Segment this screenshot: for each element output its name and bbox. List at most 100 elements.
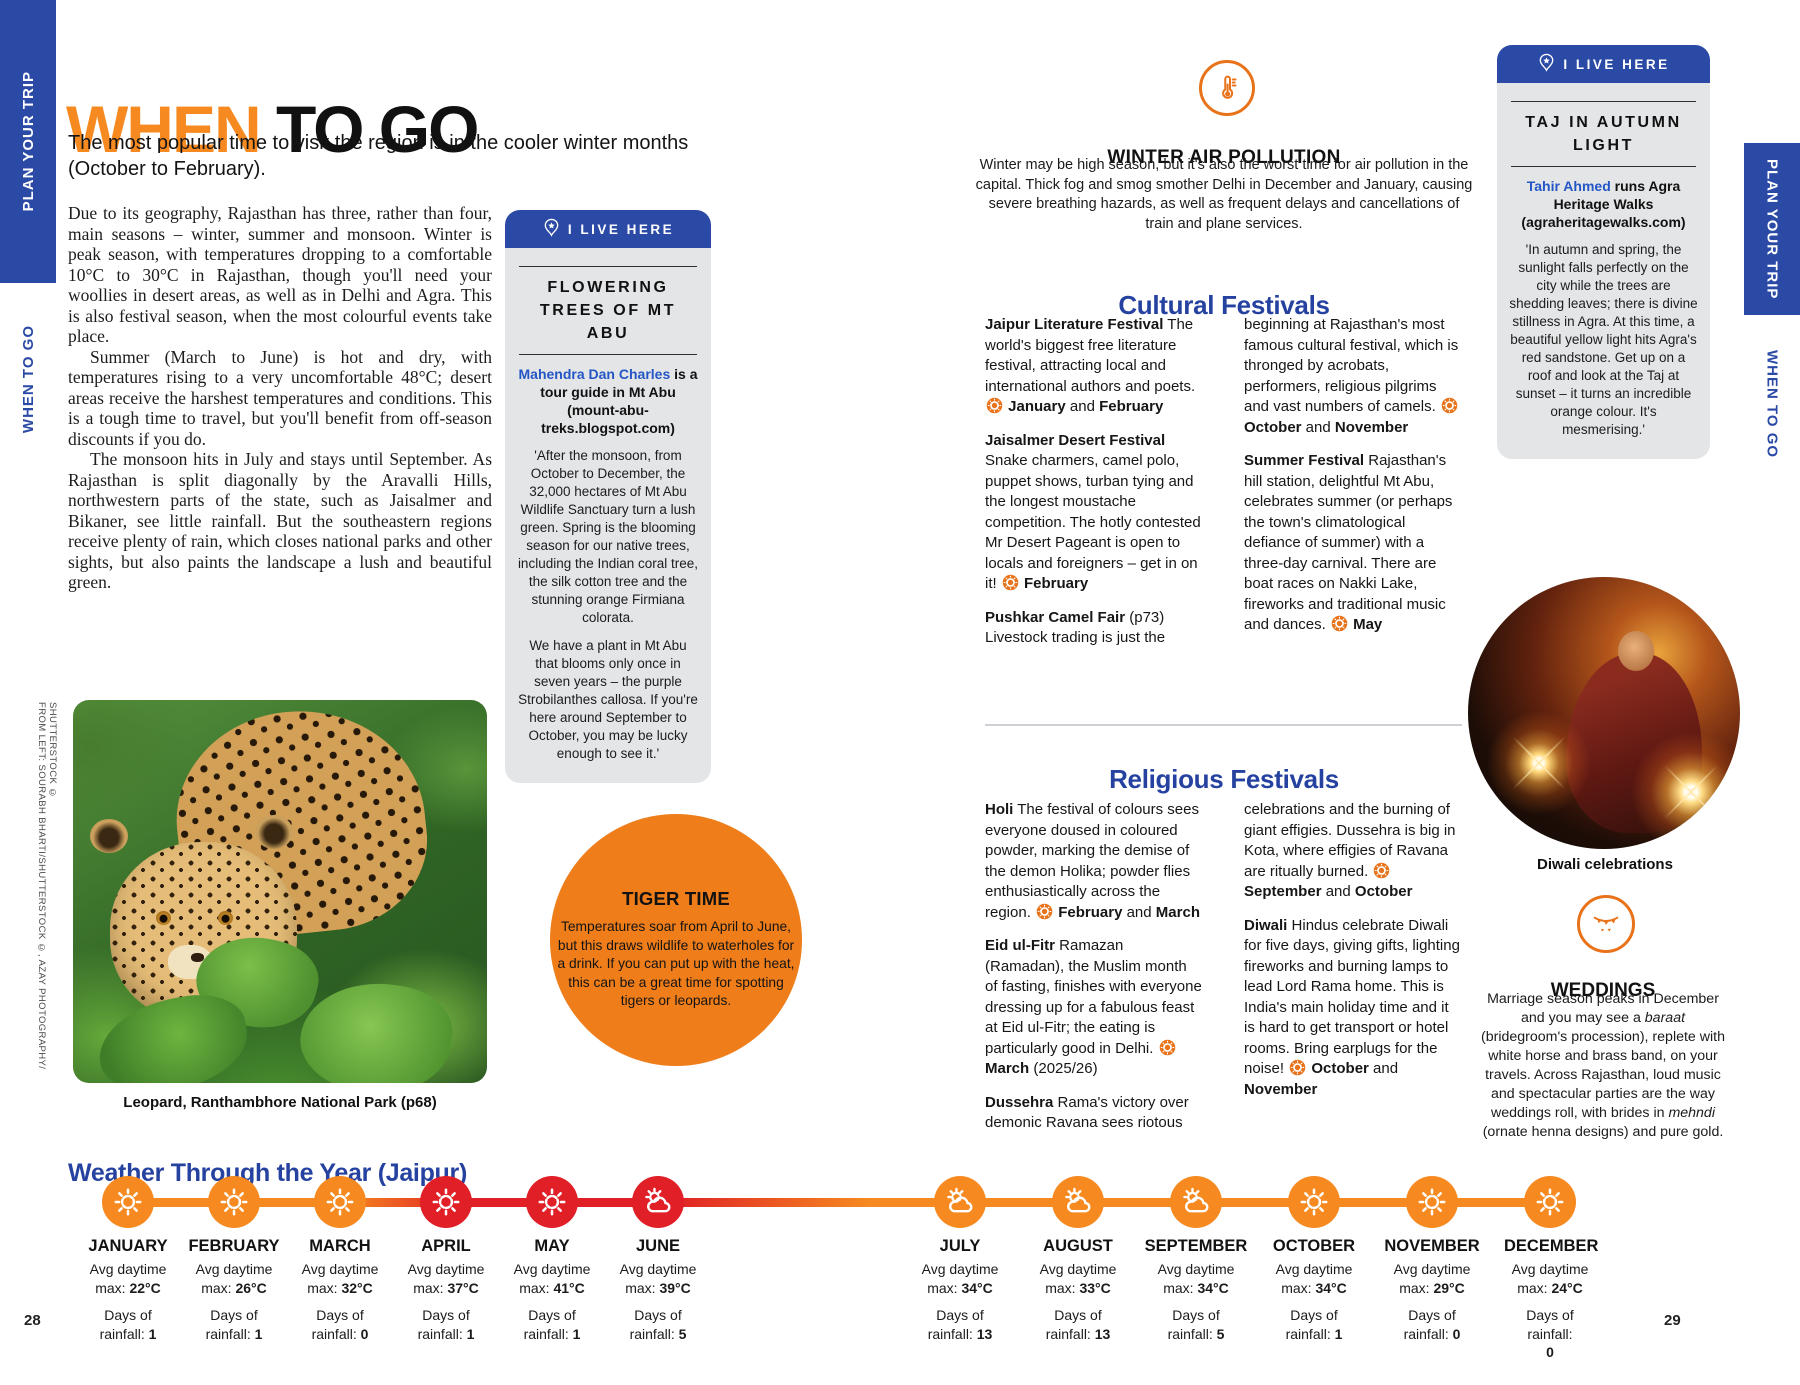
diwali-photo [1468, 577, 1740, 849]
weather-sun-cloud-icon [1052, 1176, 1104, 1228]
month-label: APRIL [421, 1237, 471, 1255]
diwali-art-face [1617, 631, 1654, 672]
month-max-temp: Avg daytime max: 34°C [1157, 1261, 1235, 1296]
month-label: AUGUST [1043, 1237, 1113, 1255]
month-label: JANUARY [88, 1237, 168, 1255]
sidebar-title: FLOWERING TREES OF MT ABU [539, 279, 677, 342]
sidebar-quote: We have a plant in Mt Abu that blooms on… [518, 638, 698, 761]
weather-sun-icon [1288, 1176, 1340, 1228]
weather-month: DECEMBER Avg daytime max: 24°C Days of rainf… [1504, 1176, 1599, 1362]
left-rail-section-label: PLAN YOUR TRIP [19, 71, 37, 212]
i-live-here-box-taj: I LIVE HERE TAJ IN AUTUMN LIGHT Tahir Ah… [1497, 45, 1710, 459]
thermometer-icon [1199, 60, 1255, 116]
page-title-accent: WHEN [66, 92, 262, 167]
month-label: DECEMBER [1504, 1237, 1599, 1255]
tiger-time-title: TIGER TIME [622, 888, 730, 909]
month-max-temp: Avg daytime max: 29°C [1393, 1261, 1471, 1296]
leopard-art-eye [155, 910, 171, 925]
month-max-temp: Avg daytime max: 22°C [89, 1261, 167, 1296]
weather-month: APRIL Avg daytime max: 37°C Days of rainfall… [386, 1176, 506, 1343]
month-label: NOVEMBER [1384, 1237, 1480, 1255]
month-max-temp: Avg daytime max: 32°C [301, 1261, 379, 1296]
festival-paragraph: Summer Festival Rajasthan's hill station… [1244, 452, 1453, 633]
section-divider [985, 724, 1462, 726]
festival-paragraph: Holi The festival of colours sees everyo… [985, 801, 1200, 921]
month-rainfall: Days of rainfall: 1 [523, 1307, 581, 1342]
weather-sun-icon [1406, 1176, 1458, 1228]
foliage-art [293, 973, 458, 1083]
weather-month: AUGUST Avg daytime max: 33°C Days of rainfal… [1018, 1176, 1138, 1343]
right-rail-section-tab: PLAN YOUR TRIP [1744, 143, 1800, 315]
cultural-festivals-heading: Cultural Festivals [1118, 289, 1330, 320]
festival-paragraph: Jaisalmer Desert Festival Snake charmers… [985, 431, 1201, 593]
festival-paragraph: Eid ul-Fitr Ramazan (Ramadan), the Musli… [985, 937, 1202, 1077]
weather-sun-cloud-icon [934, 1176, 986, 1228]
festival-column: Holi The festival of colours sees everyo… [985, 800, 1203, 1147]
sidebar-quote: 'In autumn and spring, the sunlight fall… [1509, 242, 1698, 437]
standfirst: The most popular time to visit the regio… [68, 132, 689, 180]
month-max-temp: Avg daytime max: 33°C [1039, 1261, 1117, 1296]
festival-sun-icon [1373, 862, 1390, 879]
festival-column: celebrations and the burning of giant ef… [1244, 800, 1462, 1147]
month-rainfall: Days of rainfall: 1 [99, 1307, 157, 1342]
divider [519, 266, 697, 267]
weather-month: FEBRUARY Avg daytime max: 26°C Days of rainf… [174, 1176, 294, 1343]
i-live-here-body: FLOWERING TREES OF MT ABU Mahendra Dan C… [505, 248, 711, 783]
month-rainfall: Days of rainfall: 1 [205, 1307, 263, 1342]
month-rainfall: Days of rainfall: 1 [1285, 1307, 1343, 1342]
sidebar-byline: Mahendra Dan Charles is a tour guide in … [518, 366, 698, 436]
page-number-right: 29 [1664, 1312, 1681, 1329]
i-live-here-box-mt-abu: I LIVE HERE FLOWERING TREES OF MT ABU Ma… [505, 210, 711, 783]
leopard-art-ear [255, 814, 294, 849]
weather-month: OCTOBER Avg daytime max: 34°C Days of rainfa… [1254, 1176, 1374, 1343]
page-number-left: 28 [24, 1312, 41, 1329]
month-max-temp: Avg daytime max: 37°C [407, 1261, 485, 1296]
month-label: SEPTEMBER [1144, 1237, 1248, 1255]
i-live-here-badge: I LIVE HERE [1497, 45, 1710, 83]
festival-column: beginning at Rajasthan's most famous cul… [1244, 315, 1462, 662]
weather-sun-icon [102, 1176, 154, 1228]
month-max-temp: Avg daytime max: 34°C [921, 1261, 999, 1296]
divider [519, 354, 697, 355]
weather-sun-icon [526, 1176, 578, 1228]
right-rail-chapter-tab: WHEN TO GO [1744, 325, 1800, 483]
sparkler-art [1484, 707, 1595, 818]
weather-month: MAY Avg daytime max: 41°C Days of rainfall: … [492, 1176, 612, 1343]
festival-sun-icon [1441, 397, 1458, 414]
cultural-festivals-columns: Jaipur Literature Festival The world's b… [985, 315, 1463, 662]
weather-month: MARCH Avg daytime max: 32°C Days of rainfall… [280, 1176, 400, 1343]
religious-festivals-heading: Religious Festivals [1109, 763, 1339, 794]
weddings-title: WEDDINGS [1550, 980, 1656, 1001]
month-label: JUNE [635, 1237, 680, 1255]
divider [1511, 166, 1696, 167]
month-label: FEBRUARY [188, 1237, 280, 1255]
intro-paragraph: Due to its geography, Rajasthan has thre… [68, 203, 492, 346]
pin-star-icon [542, 218, 561, 240]
page-title-rest: TO GO [259, 92, 479, 167]
festival-paragraph: beginning at Rajasthan's most famous cul… [1244, 316, 1459, 436]
festival-sun-icon [1331, 615, 1348, 632]
leopard-photo [73, 700, 487, 1083]
month-rainfall: Days of rainfall: 1 [417, 1307, 475, 1342]
weather-month: NOVEMBER Avg daytime max: 29°C Days of rainf… [1372, 1176, 1492, 1343]
festival-paragraph: Dussehra Rama's victory over demonic Rav… [985, 1093, 1189, 1132]
month-label: OCTOBER [1272, 1237, 1356, 1255]
tiger-time-text: Temperatures soar from April to June, bu… [557, 919, 795, 1008]
festival-paragraph: Diwali Hindus celebrate Diwali for five … [1244, 916, 1460, 1098]
festival-paragraph: Pushkar Camel Fair (p73) Livestock tradi… [985, 608, 1166, 647]
leopard-art-ear [89, 818, 128, 853]
month-rainfall: Days of rainfall: 5 [629, 1307, 687, 1342]
festival-sun-icon [1036, 903, 1053, 920]
left-rail-chapter-tab: WHEN TO GO [0, 300, 56, 458]
divider [1511, 101, 1696, 102]
left-rail-section-tab: PLAN YOUR TRIP [0, 0, 56, 283]
weather-sun-icon [1524, 1176, 1576, 1228]
month-rainfall: Days of rainfall: 0 [311, 1307, 369, 1342]
month-rainfall: Days of rainfall: 0 [1526, 1307, 1574, 1360]
month-max-temp: Avg daytime max: 26°C [195, 1261, 273, 1296]
month-rainfall: Days of rainfall: 13 [1045, 1307, 1111, 1342]
left-rail-chapter-label: WHEN TO GO [19, 324, 37, 434]
right-rail-chapter-label: WHEN TO GO [1763, 349, 1781, 459]
diwali-photo-caption: Diwali celebrations [1537, 856, 1673, 873]
